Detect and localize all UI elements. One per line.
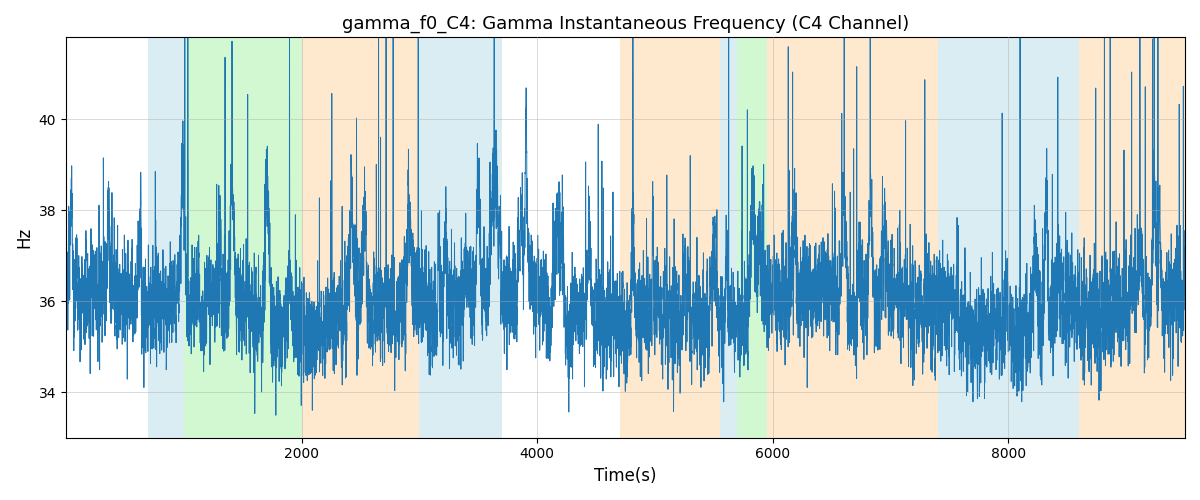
Bar: [301, 38, 419, 438]
Bar: [937, 38, 1079, 438]
Bar: [1079, 38, 1186, 438]
Bar: [619, 38, 720, 438]
X-axis label: Time(s): Time(s): [594, 467, 656, 485]
Bar: [184, 38, 301, 438]
Title: gamma_f0_C4: Gamma Instantaneous Frequency (C4 Channel): gamma_f0_C4: Gamma Instantaneous Frequen…: [342, 15, 910, 34]
Bar: [767, 38, 937, 438]
Bar: [419, 38, 502, 438]
Bar: [149, 38, 184, 438]
Bar: [737, 38, 767, 438]
Y-axis label: Hz: Hz: [16, 227, 34, 248]
Bar: [720, 38, 737, 438]
